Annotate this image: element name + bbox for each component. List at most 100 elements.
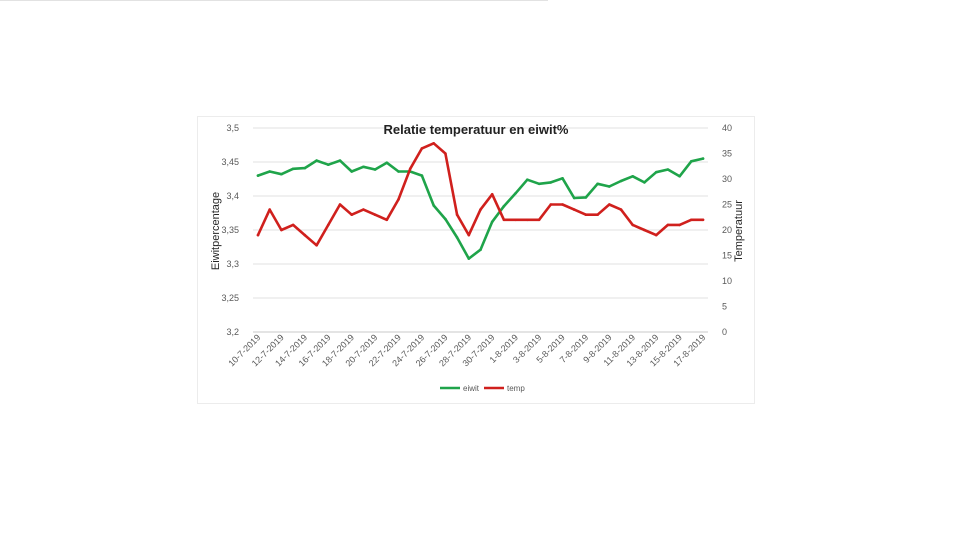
left-tick-label: 3,25 (221, 293, 239, 303)
data-point-temp (526, 218, 529, 222)
gridlines (253, 127, 708, 333)
data-point-eiwit (596, 182, 599, 186)
data-point-eiwit (537, 182, 541, 186)
chart-title: Relatie temperatuur en eiwit% (384, 122, 569, 137)
chart-svg: 3,2 3,25 3,3 3,35 3,4 3,45 3,5 0 5 10 15 20 25 30 35 4… (210, 122, 745, 393)
data-point-temp (643, 228, 646, 232)
right-tick-label: 10 (722, 276, 732, 286)
data-point-temp (455, 213, 459, 216)
data-point-temp (690, 218, 693, 222)
data-point-eiwit (362, 165, 365, 169)
data-point-eiwit (561, 177, 564, 180)
data-point-eiwit (280, 172, 283, 176)
left-tick-label: 3,35 (221, 225, 239, 235)
data-point-temp (490, 193, 494, 196)
right-tick-label: 25 (722, 200, 732, 210)
data-point-eiwit (690, 160, 693, 163)
data-point-eiwit (678, 175, 681, 178)
data-point-temp (280, 228, 283, 232)
data-point-eiwit (479, 248, 482, 251)
data-point-eiwit (631, 175, 634, 178)
data-point-temp (327, 223, 330, 227)
data-point-temp (654, 233, 658, 237)
data-point-temp (432, 142, 435, 145)
data-point-temp (291, 223, 295, 227)
data-point-temp (549, 203, 553, 206)
data-point-temp (385, 218, 389, 222)
data-point-eiwit (444, 217, 447, 221)
data-point-eiwit (291, 167, 295, 171)
data-point-temp (315, 244, 318, 247)
data-point-eiwit (303, 166, 307, 170)
data-point-temp (350, 213, 353, 216)
data-point-temp (514, 218, 517, 222)
data-point-eiwit (549, 181, 553, 184)
left-axis: 3,2 3,25 3,3 3,35 3,4 3,45 3,5 (221, 123, 239, 337)
data-point-temp (631, 223, 634, 227)
data-point-eiwit (572, 196, 576, 200)
data-point-temp (408, 167, 412, 171)
legend-label-eiwit: eiwit (463, 384, 480, 393)
left-tick-label: 3,3 (226, 259, 239, 269)
data-point-eiwit (643, 181, 646, 184)
right-tick-label: 15 (722, 251, 732, 261)
data-point-temp (561, 203, 564, 206)
data-point-temp (420, 147, 424, 150)
data-point-eiwit (256, 174, 260, 177)
left-tick-label: 3,5 (226, 123, 239, 133)
data-point-temp (479, 208, 482, 211)
data-point-eiwit (327, 163, 330, 166)
data-point-eiwit (350, 170, 353, 173)
data-point-temp (362, 208, 365, 211)
data-point-eiwit (315, 159, 318, 162)
data-point-eiwit (397, 170, 400, 173)
data-point-temp (268, 208, 271, 211)
data-point-eiwit (526, 178, 529, 181)
data-point-eiwit (490, 220, 494, 224)
left-tick-label: 3,4 (226, 191, 239, 201)
data-point-temp (596, 213, 599, 216)
data-point-eiwit (373, 168, 377, 171)
right-axis-title: Temperatuur (733, 200, 745, 262)
right-tick-label: 5 (722, 302, 727, 312)
series-layer (256, 141, 705, 260)
data-point-eiwit (502, 204, 506, 208)
right-axis: 0 5 10 15 20 25 30 35 40 (722, 123, 732, 337)
left-axis-title: Eiwitpercentage (210, 192, 222, 270)
legend: eiwit temp (440, 384, 525, 393)
right-tick-label: 0 (722, 327, 727, 337)
data-point-temp (537, 218, 541, 222)
data-point-eiwit (608, 185, 611, 188)
data-point-temp (701, 218, 705, 222)
data-point-temp (373, 213, 377, 216)
data-point-temp (608, 203, 611, 206)
data-point-temp (584, 213, 588, 216)
data-point-temp (338, 203, 342, 206)
data-point-eiwit (338, 159, 342, 162)
top-border-line (0, 0, 548, 1)
legend-label-temp: temp (507, 384, 525, 393)
data-point-eiwit (701, 157, 705, 160)
data-point-eiwit (584, 196, 588, 199)
right-tick-label: 40 (722, 123, 732, 133)
data-point-eiwit (385, 161, 389, 164)
data-point-eiwit (467, 257, 471, 260)
data-point-temp (678, 223, 681, 227)
right-tick-label: 30 (722, 174, 732, 184)
data-point-eiwit (654, 170, 658, 174)
data-point-eiwit (455, 236, 459, 239)
left-tick-label: 3,45 (221, 157, 239, 167)
right-tick-label: 20 (722, 225, 732, 235)
chart-area: 3,2 3,25 3,3 3,35 3,4 3,45 3,5 0 5 10 15 20 25 30 35 4… (197, 116, 755, 404)
data-point-eiwit (666, 168, 670, 171)
data-point-eiwit (268, 170, 271, 173)
data-point-eiwit (619, 179, 623, 183)
data-point-temp (666, 223, 670, 227)
right-tick-label: 35 (722, 149, 732, 159)
x-axis: 10-7-201912-7-201914-7-201916-7-201918-7… (226, 331, 708, 368)
data-point-temp (502, 218, 506, 222)
data-point-temp (572, 208, 576, 211)
data-point-temp (467, 233, 471, 237)
data-point-eiwit (420, 174, 424, 177)
data-point-temp (303, 233, 307, 237)
